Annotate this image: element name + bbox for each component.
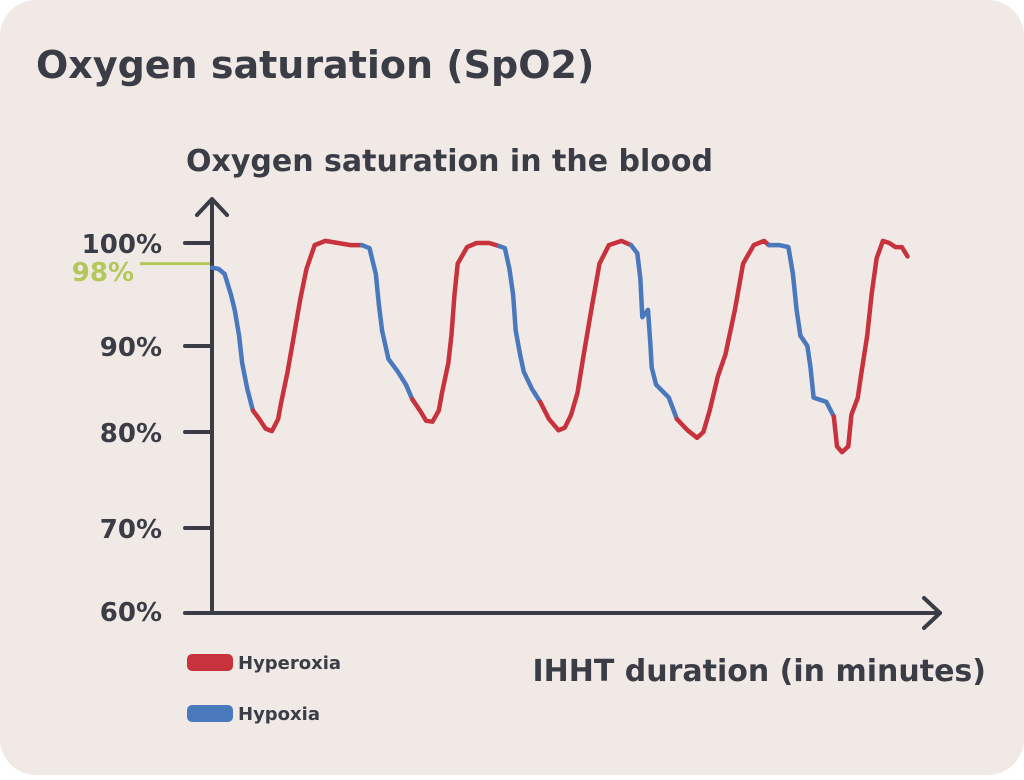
reference-label-98: 98% [72, 258, 134, 288]
legend-label-hyperoxia: Hyperoxia [238, 653, 341, 674]
series-segment-hypoxia-0 [209, 265, 256, 413]
y-tick-label-60: 60% [100, 598, 162, 628]
y-tick-labels: 100% 90% 80% 70% 60% [82, 230, 162, 628]
series-segment-hypoxia-6 [628, 242, 680, 422]
series-segment-hyperoxia-5 [537, 238, 634, 433]
series-segment-hyperoxia-9 [831, 238, 910, 455]
legend-swatch-hypoxia [187, 705, 233, 722]
y-tick-label-90: 90% [100, 333, 162, 363]
x-axis-title: IHHT duration (in minutes) [532, 654, 986, 689]
legend-label-hypoxia: Hypoxia [238, 704, 320, 725]
legend-swatch-hyperoxia [187, 654, 233, 671]
legend: Hyperoxia Hypoxia [187, 653, 341, 725]
spo2-series [209, 238, 910, 455]
series-segment-hyperoxia-1 [250, 238, 365, 434]
y-tick-label-100: 100% [82, 230, 162, 260]
series-segment-hypoxia-2 [359, 242, 415, 402]
y-tick-label-80: 80% [100, 419, 162, 449]
chart-title: Oxygen saturation (SpO2) [36, 43, 594, 87]
y-tick-marks [183, 241, 214, 615]
y-tick-label-70: 70% [100, 515, 162, 545]
series-segment-hypoxia-4 [497, 243, 543, 405]
y-axis-title: Oxygen saturation in the blood [186, 144, 713, 179]
y-axis-arrow [195, 197, 229, 217]
series-segment-hypoxia-8 [766, 242, 837, 419]
series-segment-hyperoxia-7 [674, 238, 772, 441]
x-axis-arrow [922, 596, 942, 630]
series-segment-hyperoxia-3 [410, 240, 502, 424]
